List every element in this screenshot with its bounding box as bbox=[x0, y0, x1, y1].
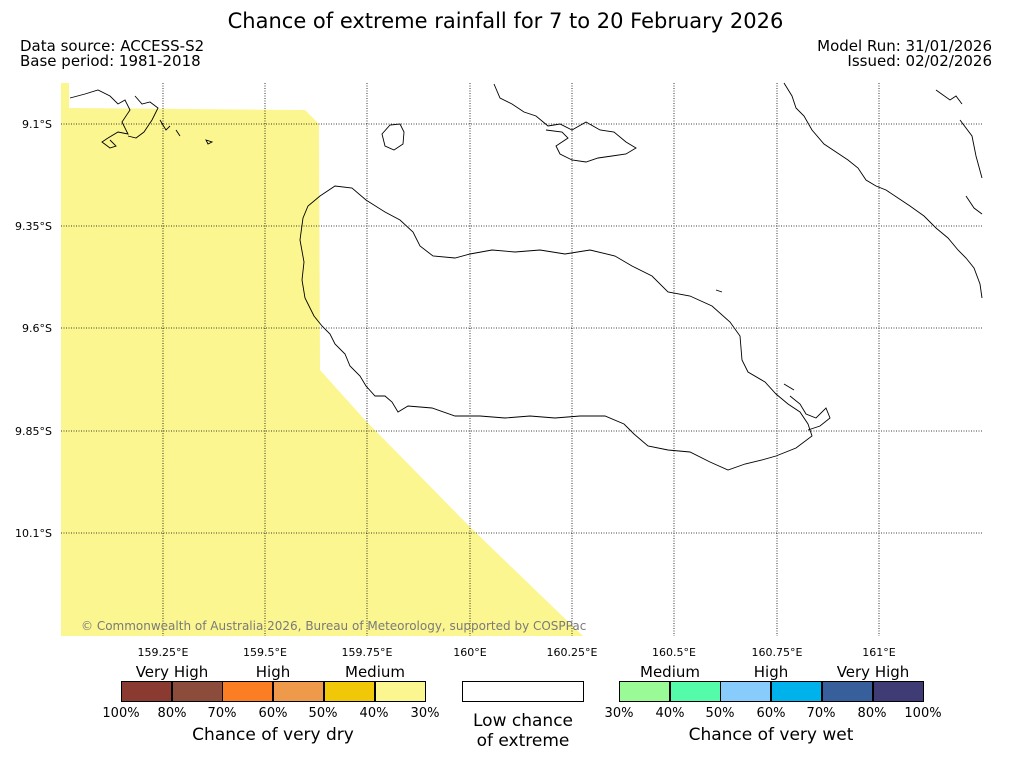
legend-wet-swatch bbox=[619, 681, 670, 702]
legend-tick: 80% bbox=[157, 706, 187, 721]
guadalcanal-coastline bbox=[299, 185, 813, 471]
map-title: Chance of extreme rainfall for 7 to 20 F… bbox=[227, 9, 784, 33]
legend-dry-swatch bbox=[121, 681, 172, 702]
legend-dry-swatch bbox=[374, 681, 426, 702]
lat-label: 9.1°S bbox=[22, 118, 52, 131]
lat-label: 9.85°S bbox=[15, 425, 52, 438]
legend-tick: 100% bbox=[102, 706, 140, 721]
legend-dry-swatch bbox=[323, 681, 375, 702]
legend-tick: 60% bbox=[756, 706, 786, 721]
florida-islands-coastline bbox=[493, 83, 637, 163]
savo-island-coastline bbox=[381, 123, 405, 151]
legend-tick: 30% bbox=[410, 706, 440, 721]
lat-label: 9.6°S bbox=[22, 322, 52, 335]
legend-dry-header: Very High bbox=[135, 663, 209, 681]
lon-label: 159.5°E bbox=[243, 646, 287, 659]
lat-label: 10.1°S bbox=[15, 527, 52, 540]
legend-tick: 70% bbox=[806, 706, 836, 721]
lat-label: 9.35°S bbox=[15, 220, 52, 233]
legend-tick: 30% bbox=[604, 706, 634, 721]
coastlines bbox=[69, 82, 983, 471]
lon-label: 161°E bbox=[862, 646, 895, 659]
lon-label: 159.75°E bbox=[342, 646, 393, 659]
legend-dry-swatch bbox=[171, 681, 223, 702]
russell-islands-coastline bbox=[69, 89, 214, 149]
legend-tick: 50% bbox=[308, 706, 338, 721]
legend-wet-caption: Chance of very wet bbox=[688, 725, 854, 745]
source-info: Data source: ACCESS-S2 Base period: 1981… bbox=[20, 39, 204, 69]
lon-label: 160°E bbox=[453, 646, 486, 659]
legend-tick: 80% bbox=[857, 706, 887, 721]
legend-wet-swatch bbox=[720, 681, 772, 702]
legend-wet-swatch bbox=[821, 681, 873, 702]
lon-label: 160.5°E bbox=[652, 646, 696, 659]
legend-tick: 50% bbox=[705, 706, 735, 721]
legend-dry-swatch bbox=[273, 681, 325, 702]
copyright-notice: © Commonwealth of Australia 2026, Bureau… bbox=[81, 619, 587, 633]
lon-label: 160.25°E bbox=[547, 646, 598, 659]
legend-dry-swatch bbox=[222, 681, 274, 702]
legend-tick: 40% bbox=[655, 706, 685, 721]
legend-neutral-swatch bbox=[462, 681, 584, 702]
marau-islands-coastline bbox=[715, 289, 831, 431]
latitude-labels: 9.1°S 9.35°S 9.6°S 9.85°S 10.1°S bbox=[15, 118, 52, 540]
legend-wet-header: Very High bbox=[836, 663, 910, 681]
legend-tick: 70% bbox=[207, 706, 237, 721]
medium-dry-shading bbox=[61, 83, 583, 636]
legend-neutral-line: of extreme bbox=[476, 731, 570, 751]
legend-tick: 60% bbox=[258, 706, 288, 721]
legend-wet-header: High bbox=[753, 663, 789, 681]
lon-label: 160.75°E bbox=[752, 646, 803, 659]
graticule bbox=[61, 83, 982, 636]
base-period: Base period: 1981-2018 bbox=[20, 52, 201, 70]
legend-tick: 40% bbox=[359, 706, 389, 721]
issued-date: Issued: 02/02/2026 bbox=[847, 52, 992, 70]
legend-dry-header: Medium bbox=[345, 663, 405, 681]
legend-tick: 100% bbox=[904, 706, 942, 721]
legend-wet-swatch bbox=[771, 681, 823, 702]
malaita-coastline bbox=[783, 82, 983, 299]
legend-wet-swatch bbox=[872, 681, 924, 702]
legend-dry-caption: Chance of very dry bbox=[192, 725, 354, 745]
data-source: Data source: ACCESS-S2 bbox=[20, 37, 205, 55]
legend-wet-swatch bbox=[669, 681, 721, 702]
legend-neutral-line: Low chance bbox=[473, 711, 573, 731]
legend-neutral-caption: Low chance of extreme bbox=[443, 711, 603, 751]
legend-wet-header: Medium bbox=[640, 663, 700, 681]
longitude-labels: 159.25°E 159.5°E 159.75°E 160°E 160.25°E… bbox=[138, 646, 896, 659]
legend-dry-header: High bbox=[255, 663, 291, 681]
run-info: Model Run: 31/01/2026 Issued: 02/02/2026 bbox=[817, 39, 992, 69]
lon-label: 159.25°E bbox=[138, 646, 189, 659]
model-run: Model Run: 31/01/2026 bbox=[817, 37, 992, 55]
